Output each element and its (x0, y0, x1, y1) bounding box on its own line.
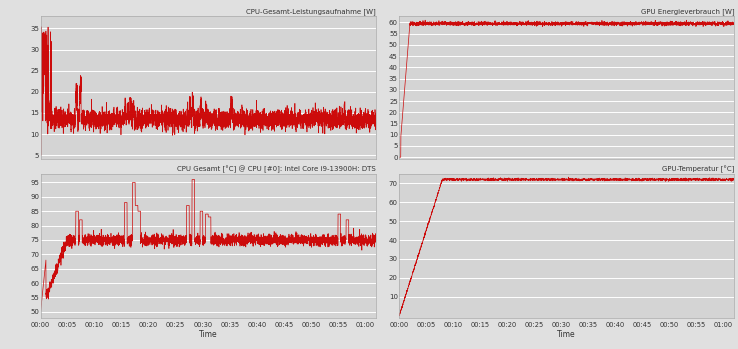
X-axis label: Time: Time (557, 330, 576, 339)
Text: GPU-Temperatur [°C]: GPU-Temperatur [°C] (662, 165, 734, 173)
Text: CPU Gesamt [°C] @ CPU [#0]: Intel Core i9-13900H: DTS: CPU Gesamt [°C] @ CPU [#0]: Intel Core i… (177, 165, 376, 173)
X-axis label: Time: Time (199, 330, 218, 339)
Text: CPU-Gesamt-Leistungsaufnahme [W]: CPU-Gesamt-Leistungsaufnahme [W] (246, 8, 376, 15)
Text: GPU Energieverbrauch [W]: GPU Energieverbrauch [W] (641, 8, 734, 15)
